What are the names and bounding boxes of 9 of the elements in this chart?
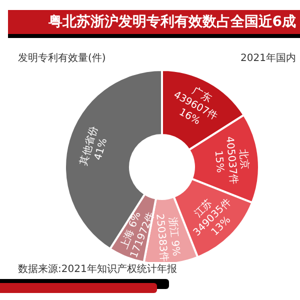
text: 405037件 xyxy=(223,136,239,185)
slice-label: 北京 xyxy=(237,148,252,170)
text: 2021年国内 xyxy=(240,52,296,65)
source-note: 数据来源:2021年知识产权统计年报 xyxy=(18,262,177,276)
text: 发明专利有效量(件) xyxy=(18,52,106,65)
chart-title: 粤北苏浙沪发明专利有效数占全国近6成 xyxy=(47,12,297,32)
slice-label: 浙江 9% xyxy=(166,216,182,257)
data-label: 15% xyxy=(212,150,226,174)
text: 250383件 xyxy=(154,213,170,262)
